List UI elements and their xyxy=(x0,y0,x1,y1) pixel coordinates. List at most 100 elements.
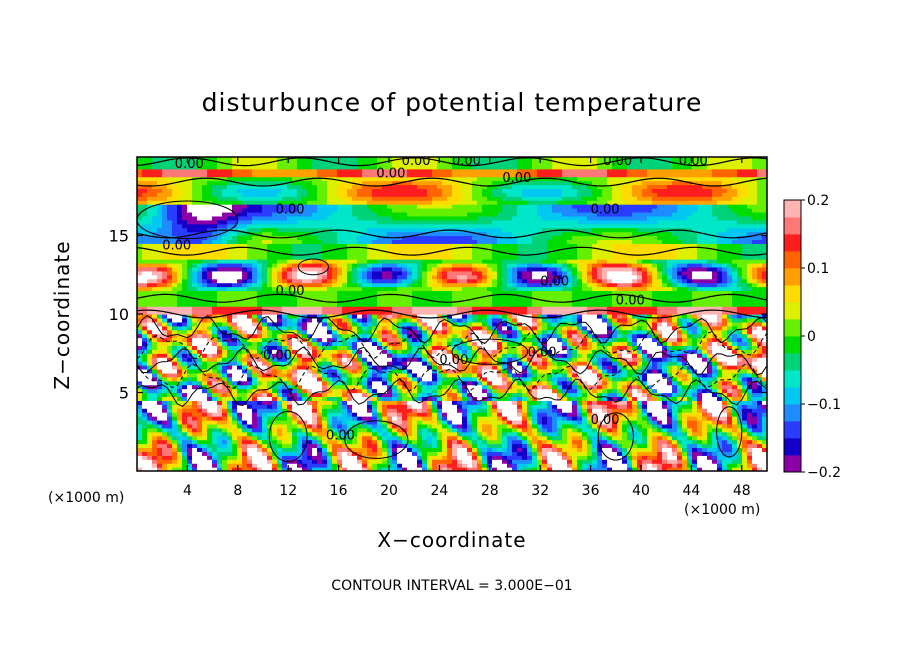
heatmap-cell xyxy=(227,408,233,413)
heatmap-cell xyxy=(672,357,678,362)
heatmap-cell xyxy=(727,443,733,449)
heatmap-cell xyxy=(427,317,433,323)
heatmap-cell xyxy=(162,455,168,460)
heatmap-cell xyxy=(512,431,518,437)
heatmap-cell xyxy=(487,337,493,343)
heatmap-cell xyxy=(542,376,548,382)
heatmap-cell xyxy=(567,404,573,409)
heatmap-cell xyxy=(322,400,328,405)
heatmap-cell xyxy=(422,341,428,346)
heatmap-cell xyxy=(352,392,358,398)
heatmap-cell xyxy=(157,459,163,464)
heatmap-cell xyxy=(257,384,263,390)
heatmap-cell xyxy=(692,423,698,429)
heatmap-cell xyxy=(512,435,518,441)
heatmap-cell xyxy=(442,357,448,362)
heatmap-cell xyxy=(197,459,203,464)
heatmap-cell xyxy=(287,333,293,339)
heatmap-cell xyxy=(372,459,378,464)
heatmap-cell xyxy=(697,412,703,417)
heatmap-cell xyxy=(652,447,658,452)
heatmap-cell xyxy=(377,317,383,323)
heatmap-cell xyxy=(477,314,483,319)
heatmap-cell xyxy=(142,412,148,417)
heatmap-cell xyxy=(507,368,513,374)
heatmap-cell xyxy=(717,349,723,354)
heatmap-cell xyxy=(277,345,283,350)
heatmap-cell xyxy=(682,455,688,460)
heatmap-cell xyxy=(732,439,738,445)
heatmap-cell xyxy=(137,388,143,394)
heatmap-cell xyxy=(472,321,478,327)
heatmap-cell xyxy=(207,353,213,358)
heatmap-cell xyxy=(167,365,173,370)
heatmap-cell xyxy=(517,388,523,394)
heatmap-cell xyxy=(637,427,643,433)
heatmap-cell xyxy=(632,419,638,425)
heatmap-cell xyxy=(252,404,258,409)
heatmap-cell xyxy=(297,380,303,386)
heatmap-cell xyxy=(432,412,438,417)
heatmap-cell xyxy=(202,439,208,445)
heatmap-cell xyxy=(262,467,268,471)
heatmap-cell xyxy=(227,314,233,319)
heatmap-cell xyxy=(222,384,228,390)
heatmap-cell xyxy=(672,333,678,339)
heatmap-cell xyxy=(752,361,758,366)
heatmap-cell xyxy=(367,361,373,366)
heatmap-cell xyxy=(687,427,693,433)
heatmap-cell xyxy=(252,341,258,346)
heatmap-cell xyxy=(572,380,578,386)
heatmap-cell xyxy=(307,325,313,331)
heatmap-cell xyxy=(337,396,343,401)
heatmap-cell xyxy=(362,372,368,378)
heatmap-cell xyxy=(302,357,308,362)
heatmap-cell xyxy=(757,333,763,339)
heatmap-cell xyxy=(662,333,668,339)
heatmap-cell xyxy=(682,384,688,390)
heatmap-cell xyxy=(467,459,473,464)
heatmap-cell xyxy=(212,431,218,437)
heatmap-cell xyxy=(222,400,228,405)
heatmap-cell xyxy=(747,427,753,433)
heatmap-cell xyxy=(267,392,273,398)
heatmap-cell xyxy=(672,455,678,460)
heatmap-cell xyxy=(237,380,243,386)
heatmap-cell xyxy=(602,423,608,429)
heatmap-cell xyxy=(617,463,623,468)
heatmap-cell xyxy=(307,412,313,417)
heatmap-cell xyxy=(692,341,698,346)
heatmap-cell xyxy=(452,341,458,346)
heatmap-cell xyxy=(152,349,158,354)
heatmap-cell xyxy=(177,463,183,468)
heatmap-cell xyxy=(492,333,498,339)
heatmap-cell xyxy=(672,435,678,441)
heatmap-cell xyxy=(287,365,293,370)
heatmap-cell xyxy=(212,427,218,433)
heatmap-cell xyxy=(622,463,628,468)
heatmap-cell xyxy=(352,447,358,452)
heatmap-cell xyxy=(482,380,488,386)
heatmap-cell xyxy=(497,392,503,398)
heatmap-cell xyxy=(162,384,168,390)
heatmap-cell xyxy=(557,459,563,464)
heatmap-cell xyxy=(517,427,523,433)
heatmap-cell xyxy=(302,325,308,331)
heatmap-cell xyxy=(707,376,713,382)
heatmap-cell xyxy=(602,349,608,354)
heatmap-cell xyxy=(637,396,643,401)
heatmap-cell xyxy=(582,337,588,343)
heatmap-cell xyxy=(417,419,423,425)
heatmap-cell xyxy=(282,439,288,445)
heatmap-cell xyxy=(722,427,728,433)
heatmap-cell xyxy=(167,439,173,445)
heatmap-cell xyxy=(702,467,708,471)
heatmap-cell xyxy=(217,357,223,362)
heatmap-cell xyxy=(652,463,658,468)
heatmap-cell xyxy=(477,463,483,468)
heatmap-cell xyxy=(677,423,683,429)
heatmap-cell xyxy=(502,423,508,429)
heatmap-cell xyxy=(352,412,358,417)
heatmap-cell xyxy=(462,333,468,339)
heatmap-cell xyxy=(702,329,708,335)
